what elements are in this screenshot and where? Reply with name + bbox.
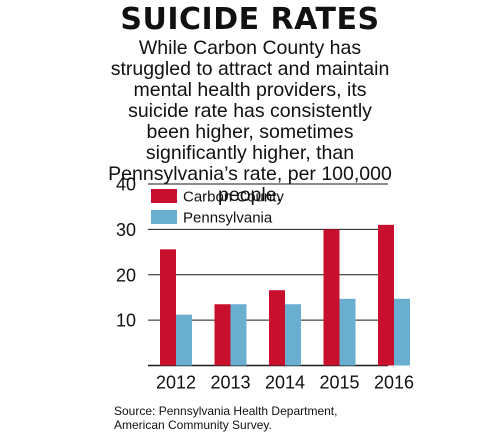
source-note: Source: Pennsylvania Health Department, …	[114, 404, 338, 432]
bar-carbon-county	[323, 229, 340, 366]
legend-label: Carbon County	[183, 189, 284, 206]
bar-pennsylvania	[230, 304, 247, 366]
bar-pennsylvania	[339, 298, 356, 366]
y-tick-label: 20	[116, 265, 136, 285]
x-tick-label: 2013	[210, 373, 250, 393]
bar-carbon-county	[378, 224, 394, 366]
bar-chart: 10 20 30 40 2012 2013 2014 2015 2016 Carbon Count…	[116, 175, 414, 393]
bar-pennsylvania	[285, 304, 301, 366]
x-tick-label: 2012	[156, 373, 196, 393]
bar-pennsylvania	[176, 314, 192, 366]
bar-carbon-county	[160, 249, 176, 366]
x-tick-label: 2015	[319, 373, 359, 393]
y-tick-label: 10	[116, 311, 136, 331]
legend-swatch	[151, 189, 177, 203]
bar-carbon-county	[269, 290, 285, 366]
bar-pennsylvania	[394, 298, 410, 366]
bar-carbon-county	[214, 304, 231, 366]
x-tick-label: 2016	[374, 373, 414, 393]
legend-swatch	[151, 210, 177, 224]
legend-label: Pennsylvania	[183, 210, 273, 227]
x-tick-label: 2014	[265, 373, 305, 393]
y-tick-label: 40	[116, 175, 136, 195]
chart-title: SUICIDE RATES	[120, 2, 380, 37]
chart-subtitle: While Carbon County has struggled to att…	[108, 37, 392, 206]
y-tick-label: 30	[116, 220, 136, 240]
